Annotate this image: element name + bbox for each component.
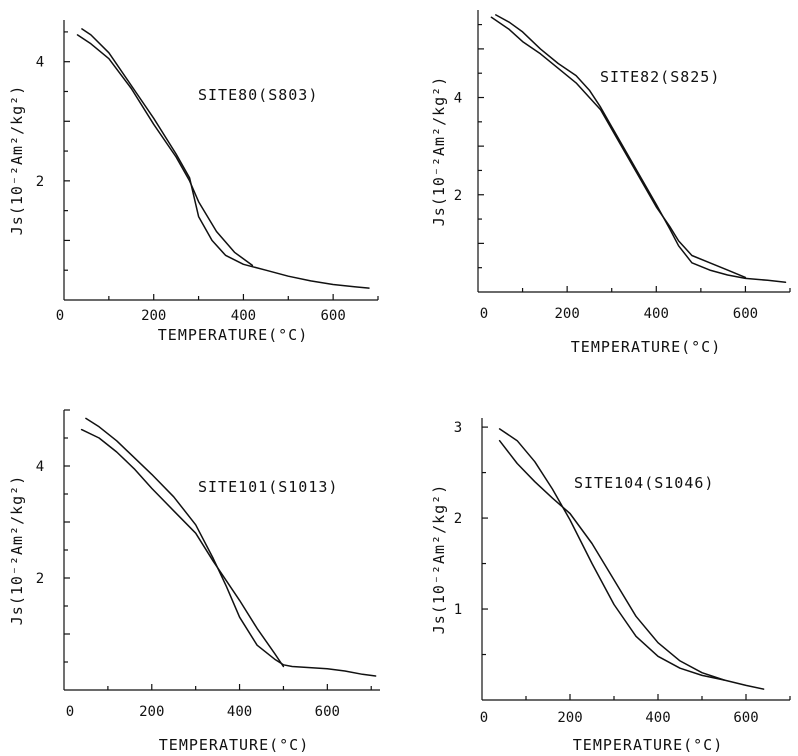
y-axis-title: Js(10⁻²Am²/kg²) — [430, 76, 448, 226]
axes — [63, 20, 379, 301]
x-tick-label: 200 — [141, 308, 166, 324]
x-tick-label: 200 — [139, 704, 164, 720]
x-tick-label: 400 — [645, 710, 670, 726]
x-axis-title: TEMPERATURE(°C) — [158, 326, 308, 344]
series-line-2 — [490, 16, 747, 279]
y-tick-label: 4 — [454, 91, 462, 107]
y-axis-title: Js(10⁻²Am²/kg²) — [8, 85, 26, 235]
x-tick-label: 600 — [320, 308, 345, 324]
x-tick-label: 0 — [56, 308, 64, 324]
x-axis-title: TEMPERATURE(°C) — [159, 736, 309, 754]
series-line-2 — [76, 34, 254, 267]
x-tick-label: 0 — [480, 710, 488, 726]
x-tick-label: 400 — [644, 306, 669, 322]
panel-title: SITE80(S803) — [198, 86, 318, 104]
axes — [477, 10, 791, 293]
x-tick-label: 200 — [557, 710, 582, 726]
x-tick-label: 600 — [733, 306, 758, 322]
x-tick-label: 600 — [733, 710, 758, 726]
panel-site101: 0 200 400 600 2 4 TEMPERATURE(°C) Js(10⁻²Am²/kg… — [8, 409, 380, 754]
series-line-1 — [495, 14, 787, 284]
series-line-1 — [498, 428, 765, 690]
y-tick-label: 2 — [36, 174, 44, 190]
x-tick-label: 200 — [554, 306, 579, 322]
panel-site104: 0 200 400 600 1 2 3 TEMPERATURE(°C) Js(10⁻²Am²/k… — [430, 418, 791, 754]
y-tick-label: 4 — [36, 55, 44, 71]
panel-site82: 0 200 400 600 2 4 TEMPERATURE(°C) Js(10⁻²Am²/kg… — [430, 10, 791, 356]
y-tick-label: 2 — [454, 511, 462, 527]
y-tick-label: 2 — [36, 571, 44, 587]
series-line-1 — [81, 28, 370, 289]
panel-title: SITE101(S1013) — [198, 478, 338, 496]
series-line-1 — [85, 417, 377, 677]
series-line-2 — [80, 428, 285, 668]
x-tick-label: 0 — [66, 704, 74, 720]
x-axis-title: TEMPERATURE(°C) — [571, 338, 721, 356]
x-tick-label: 400 — [231, 308, 256, 324]
axes — [63, 409, 380, 691]
panel-title: SITE82(S825) — [600, 68, 720, 86]
y-tick-label: 1 — [454, 602, 462, 618]
panel-site80: 0 200 400 600 2 4 TEMPERATURE(°C) Js(10⁻²Am²/kg… — [8, 20, 379, 344]
y-axis-title: Js(10⁻²Am²/kg²) — [8, 475, 26, 625]
y-tick-label: 4 — [36, 459, 44, 475]
y-axis-title: Js(10⁻²Am²/kg²) — [430, 484, 448, 634]
x-tick-label: 400 — [227, 704, 252, 720]
y-tick-label: 2 — [454, 188, 462, 204]
x-tick-label: 0 — [480, 306, 488, 322]
series-line-2 — [498, 439, 725, 681]
panel-title: SITE104(S1046) — [574, 474, 714, 492]
axes — [481, 418, 791, 701]
x-axis-title: TEMPERATURE(°C) — [573, 736, 723, 754]
x-tick-label: 600 — [315, 704, 340, 720]
y-tick-label: 3 — [454, 420, 462, 436]
